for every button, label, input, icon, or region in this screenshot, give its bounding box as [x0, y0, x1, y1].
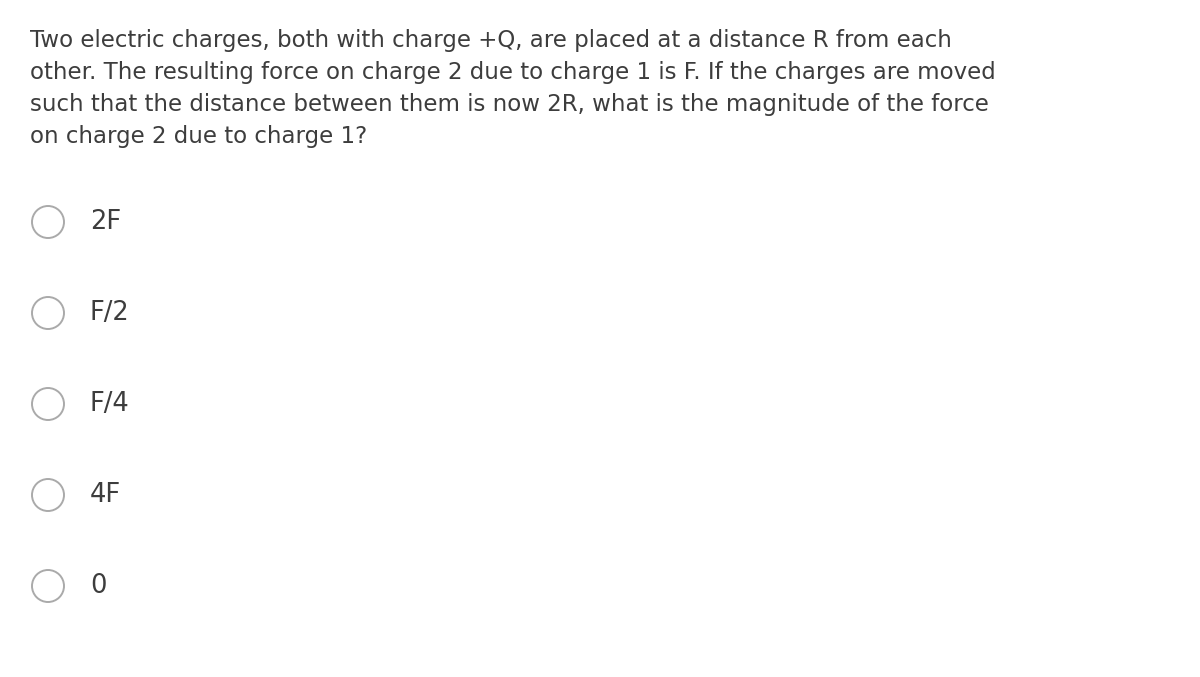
Text: F/2: F/2: [90, 300, 130, 326]
Text: F/4: F/4: [90, 391, 130, 417]
Text: Two electric charges, both with charge +Q, are placed at a distance R from each
: Two electric charges, both with charge +…: [30, 29, 996, 148]
Ellipse shape: [32, 570, 64, 602]
Ellipse shape: [32, 206, 64, 238]
Ellipse shape: [32, 388, 64, 420]
Ellipse shape: [32, 297, 64, 329]
Ellipse shape: [32, 479, 64, 511]
Text: 2F: 2F: [90, 209, 121, 235]
Text: 4F: 4F: [90, 482, 121, 508]
Text: 0: 0: [90, 573, 107, 599]
